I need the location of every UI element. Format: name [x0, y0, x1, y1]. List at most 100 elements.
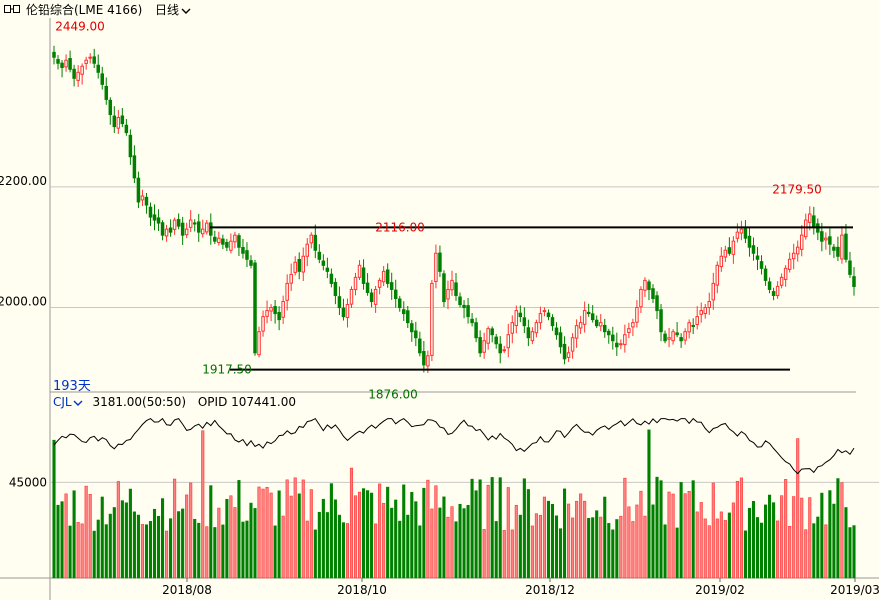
chevron-down-icon[interactable]	[181, 7, 191, 15]
candle	[297, 258, 301, 272]
volume-bar	[245, 520, 249, 579]
candle	[598, 322, 603, 327]
candle	[361, 267, 366, 284]
candle	[775, 285, 780, 297]
volume-bar	[651, 504, 655, 579]
volume-bar	[554, 515, 559, 579]
candle	[281, 301, 285, 318]
candle	[321, 260, 326, 266]
volume-bar	[382, 503, 386, 579]
candle	[506, 334, 511, 349]
volume-bar	[257, 486, 261, 579]
volume-bar	[788, 526, 792, 579]
volume-bar	[229, 495, 233, 579]
candle	[176, 219, 181, 227]
volume-bar	[120, 500, 124, 579]
candle	[715, 264, 720, 286]
volume-bar	[438, 507, 442, 579]
volume-value: 3181.00(50:50)	[92, 395, 187, 409]
candle	[60, 62, 64, 68]
volume-bar	[784, 479, 788, 579]
candle	[466, 305, 470, 318]
volume-bar	[398, 520, 402, 579]
candle	[655, 295, 659, 312]
volume-bar	[812, 523, 816, 579]
volume-indicator-selector[interactable]: CJL	[53, 395, 83, 409]
volume-bar	[189, 482, 193, 579]
candle	[422, 351, 426, 366]
volume-tick-label: 45000	[9, 475, 47, 489]
candle	[446, 288, 450, 300]
candle	[225, 241, 229, 248]
candle	[514, 310, 519, 327]
volume-bar	[124, 502, 128, 579]
candle	[120, 115, 125, 125]
candle	[333, 281, 338, 296]
candle	[188, 219, 193, 228]
candle	[152, 214, 157, 221]
candle	[450, 279, 454, 291]
candle	[787, 258, 792, 270]
volume-bar	[374, 523, 378, 579]
volume-bar	[104, 524, 108, 579]
candle	[156, 217, 161, 224]
volume-bar	[575, 500, 579, 579]
volume-bar	[627, 506, 631, 579]
volume-bar	[538, 514, 542, 579]
candle	[172, 219, 177, 230]
volume-bar	[655, 476, 659, 579]
candle	[755, 255, 760, 260]
volume-bar	[780, 495, 784, 579]
volume-bar	[635, 504, 639, 579]
candle	[498, 343, 502, 354]
volume-bar	[112, 507, 116, 579]
open-interest-line	[53, 417, 855, 475]
price-tick-label: 2000.00	[0, 295, 47, 309]
candle	[538, 313, 543, 324]
volume-bar	[848, 527, 852, 579]
candle	[289, 273, 293, 284]
volume-bar	[422, 487, 426, 579]
volume-bar	[221, 524, 225, 579]
volume-bar	[378, 483, 382, 579]
volume-bar	[558, 528, 563, 579]
volume-bar	[707, 525, 711, 579]
volume-bar	[550, 503, 555, 579]
candle	[675, 332, 679, 336]
volume-bar	[804, 529, 808, 579]
volume-bar	[462, 508, 466, 579]
candle	[317, 251, 322, 260]
candle	[494, 336, 498, 345]
candle	[192, 222, 197, 225]
chevron-down-icon[interactable]	[73, 399, 83, 407]
candle	[132, 155, 137, 179]
volume-bar	[466, 504, 470, 579]
volume-bar	[615, 519, 619, 579]
candle	[96, 64, 100, 73]
volume-bar	[56, 504, 60, 579]
price-annotation: 2116.00	[375, 221, 425, 235]
candle	[490, 328, 494, 336]
volume-bar	[337, 514, 341, 579]
candle	[820, 231, 824, 242]
volume-bar	[502, 530, 506, 579]
candle	[273, 306, 277, 315]
candle	[454, 282, 458, 296]
volume-bar	[454, 521, 458, 579]
candle	[667, 337, 671, 340]
candle	[337, 296, 342, 309]
period-selector[interactable]: 日线	[155, 1, 191, 18]
candle	[582, 310, 587, 325]
volume-bar	[309, 489, 313, 579]
candle	[341, 307, 346, 318]
window-layout-icon[interactable]	[4, 4, 20, 14]
candle	[663, 333, 667, 342]
candle	[285, 282, 289, 301]
candle	[458, 296, 462, 306]
candle	[438, 252, 442, 272]
candle	[767, 281, 772, 290]
volume-bar	[719, 511, 723, 579]
volume-bar	[353, 495, 358, 579]
volume-bar	[820, 492, 824, 579]
